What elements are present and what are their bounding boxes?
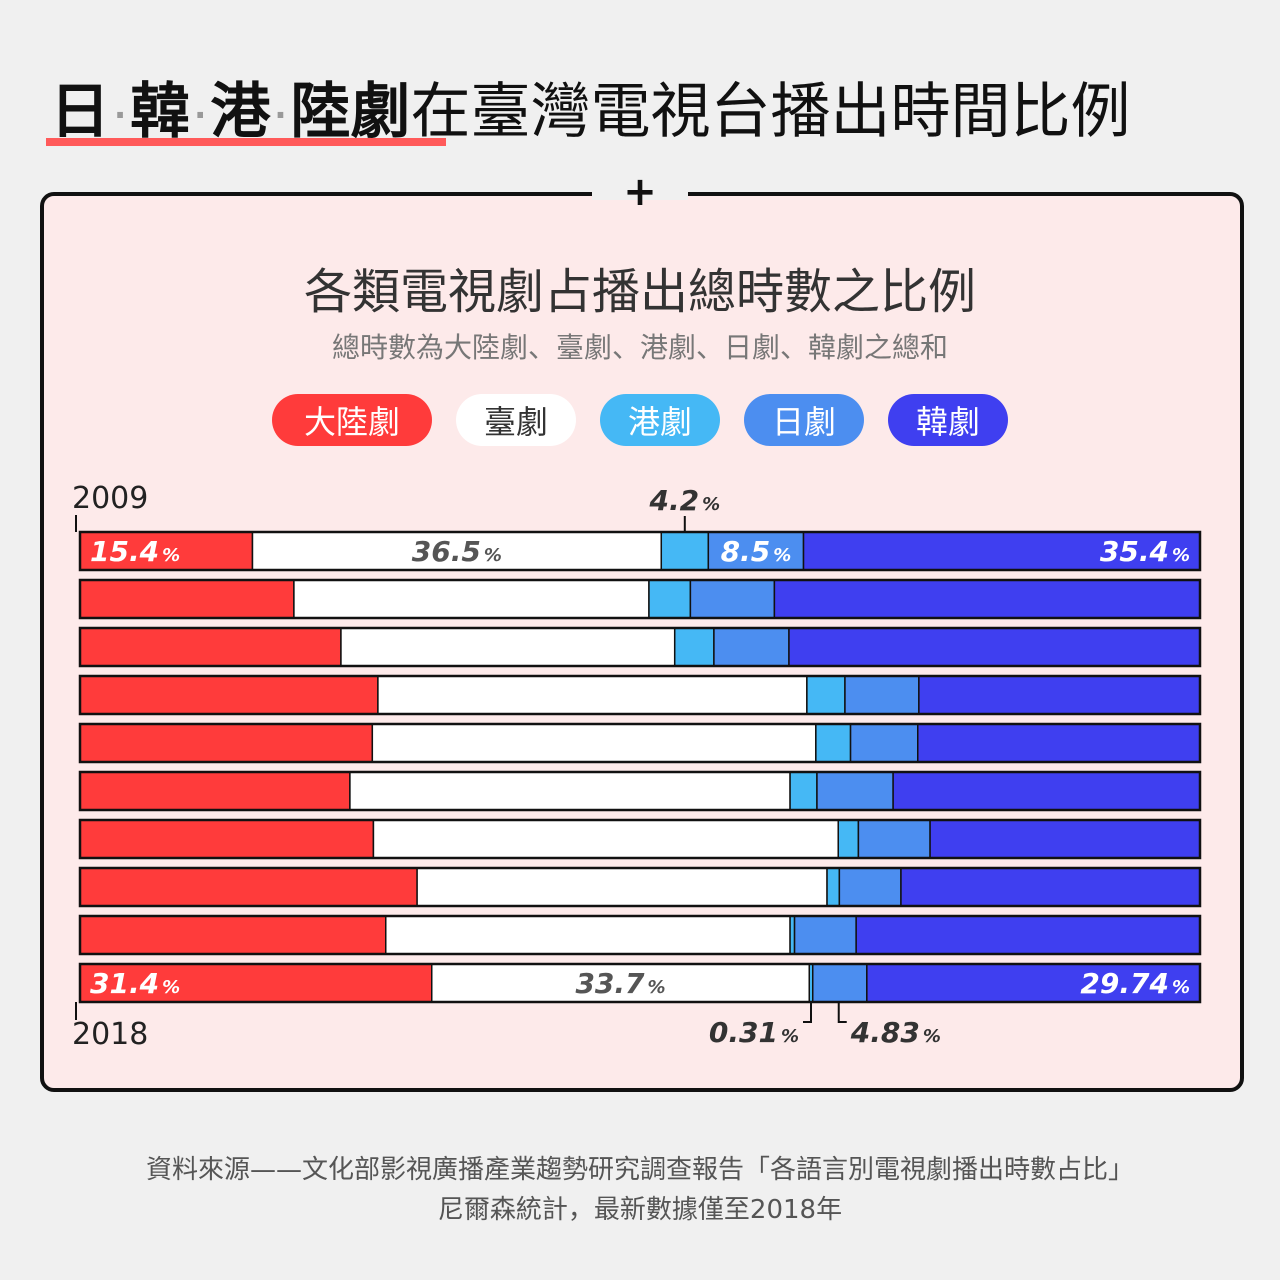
bar-china-2015 (79, 819, 375, 859)
headline-rest: 在臺灣電視台播出時間比例 (410, 77, 1131, 147)
panel-top-gap (592, 184, 688, 200)
bar-outline-2009 (78, 530, 1202, 572)
bar-hk-2009 (660, 531, 710, 571)
bar-outline-2013 (78, 722, 1202, 764)
data-label-taiwan-last: 33.7% (575, 967, 665, 1000)
bar-china-2013 (79, 723, 374, 763)
bar-china-2016 (79, 867, 418, 907)
data-label-japan-last: 4.83% (850, 1016, 941, 1049)
bar-korea-2012 (918, 675, 1201, 715)
source-line-1: 資料來源——文化部影視廣播產業趨勢研究調查報告「各語言別電視劇播出時數占比」 (145, 1155, 1134, 1185)
bar-taiwan-2016 (416, 867, 828, 907)
bar-outline-2018 (78, 962, 1202, 1004)
headline-separator: · (194, 96, 207, 135)
bar-outline-2010 (78, 578, 1202, 620)
year-label-last: 2018 (72, 1017, 148, 1052)
data-label-korea-last: 29.74% (1080, 967, 1190, 1000)
bar-taiwan-2010 (293, 579, 650, 619)
headline-underline (46, 138, 446, 146)
chart-subtitle: 總時數為大陸劇、臺劇、港劇、日劇、韓劇之總和 (331, 331, 948, 364)
bar-japan-2009 (707, 531, 805, 571)
bar-hk-2016 (826, 867, 841, 907)
bar-hk-2012 (806, 675, 846, 715)
bar-china-2014 (79, 771, 351, 811)
headline-part-hk: 港 (210, 77, 271, 147)
bar-japan-2015 (857, 819, 931, 859)
bar-taiwan-2011 (340, 627, 676, 667)
legend: 大陸劇 臺劇 港劇 日劇 韓劇 (272, 394, 1008, 446)
bar-japan-2017 (793, 915, 857, 955)
bar-korea-2011 (788, 627, 1201, 667)
data-label-hk-first: 4.2% (648, 484, 720, 517)
bar-japan-2011 (713, 627, 790, 667)
headline-part-korea: 韓 (130, 77, 191, 147)
data-label-taiwan-first: 36.5% (412, 535, 502, 568)
bar-taiwan-2013 (371, 723, 817, 763)
bar-taiwan-2014 (349, 771, 791, 811)
headline: 日 ·韓 ·港 ·陸劇在臺灣電視台播出時間比例 (50, 72, 1130, 155)
callout-line-japan-last (837, 1002, 847, 1023)
plus-icon: + (623, 169, 657, 215)
bar-taiwan-2015 (372, 819, 839, 859)
headline-part-china: 陸劇 (290, 77, 411, 147)
source-line-2: 尼爾森統計，最新數據僅至2018年 (437, 1195, 843, 1225)
bar-china-2010 (79, 579, 295, 619)
bar-japan-2014 (816, 771, 894, 811)
bar-outline-2012 (78, 674, 1202, 716)
bar-korea-2016 (900, 867, 1201, 907)
bar-taiwan-2009 (251, 531, 663, 571)
bar-japan-2010 (689, 579, 776, 619)
year-label-first: 2009 (72, 481, 148, 516)
legend-hk: 港劇 (600, 394, 720, 446)
data-label-china-first: 15.4% (90, 535, 180, 568)
bar-china-2012 (79, 675, 379, 715)
bar-korea-2015 (929, 819, 1201, 859)
legend-taiwan: 臺劇 (456, 394, 576, 446)
headline-separator: · (114, 96, 127, 135)
legend-china: 大陸劇 (272, 394, 432, 446)
bar-japan-2012 (844, 675, 920, 715)
bar-outline-2011 (78, 626, 1202, 668)
bar-korea-2009 (802, 531, 1201, 571)
bar-taiwan-2012 (377, 675, 808, 715)
bar-hk-2013 (815, 723, 852, 763)
bar-taiwan-2017 (385, 915, 791, 955)
data-label-japan-first: 8.5% (721, 535, 792, 568)
bar-japan-2018 (811, 963, 868, 1003)
headline-part-japan: 日 (50, 77, 110, 147)
data-label-china-last: 31.4% (90, 967, 180, 1000)
bar-japan-2016 (838, 867, 902, 907)
bar-hk-2010 (648, 579, 692, 619)
bar-japan-2013 (849, 723, 919, 763)
bar-china-2011 (79, 627, 342, 667)
bar-outline-2014 (78, 770, 1202, 812)
source-note: 資料來源——文化部影視廣播產業趨勢研究調查報告「各語言別電視劇播出時數占比」 尼… (0, 1150, 1280, 1230)
bar-korea-2013 (917, 723, 1201, 763)
bar-korea-2014 (892, 771, 1201, 811)
chart-title: 各類電視劇占播出總時數之比例 (303, 264, 976, 320)
callout-line-hk-last (803, 1002, 813, 1023)
legend-japan: 日劇 (744, 394, 864, 446)
data-label-korea-first: 35.4% (1100, 535, 1190, 568)
bar-china-2017 (79, 915, 387, 955)
bar-korea-2017 (855, 915, 1201, 955)
bar-korea-2010 (773, 579, 1201, 619)
bar-hk-2011 (673, 627, 715, 667)
bar-hk-2014 (789, 771, 818, 811)
headline-separator: · (274, 96, 287, 135)
bar-hk-2015 (837, 819, 860, 859)
data-label-hk-last: 0.31% (709, 1016, 799, 1049)
bar-outline-2016 (78, 866, 1202, 908)
bar-outline-2015 (78, 818, 1202, 860)
bar-outline-2017 (78, 914, 1202, 956)
stacked-bar-chart: 2009 2018 15.4% 36.5% 8.5% 35.4 % 4.2 % 31.4% 33.7… (72, 481, 1202, 1052)
legend-korea: 韓劇 (888, 394, 1008, 446)
